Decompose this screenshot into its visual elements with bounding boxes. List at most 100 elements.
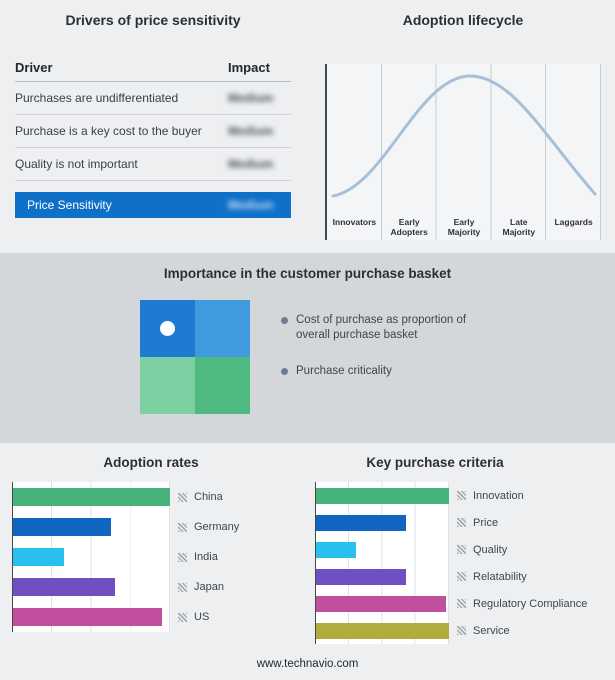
table-row: Purchases are undifferentiated Medium xyxy=(15,82,291,115)
driver-text: Purchase is a key cost to the buyer xyxy=(15,124,202,138)
hatch-icon xyxy=(178,492,187,502)
bar-label-text: Price xyxy=(473,516,499,529)
legend-item: Cost of purchase as proportion of overal… xyxy=(281,313,486,343)
bar-label-text: Quality xyxy=(473,543,508,556)
column-header-driver: Driver xyxy=(15,60,53,75)
bullet-icon xyxy=(281,368,288,376)
bar-india xyxy=(13,548,65,566)
impact-value-blurred: Medium xyxy=(228,91,274,105)
hatch-icon xyxy=(457,599,466,608)
impact-value-blurred: Medium xyxy=(228,157,274,171)
bell-curve xyxy=(331,74,597,198)
bar-china xyxy=(13,488,170,506)
price-sensitivity-label: Price Sensitivity xyxy=(27,198,112,212)
bar-label: Price xyxy=(457,517,587,529)
bar-regulatory-compliance xyxy=(316,595,446,612)
bar-label: US xyxy=(178,611,239,623)
bar-innovation xyxy=(316,487,449,504)
legend-item: Purchase criticality xyxy=(281,364,486,379)
matrix-quadrant-bottom-left xyxy=(140,357,195,414)
bullet-icon xyxy=(281,317,288,324)
bar-label: Regulatory Compliance xyxy=(457,598,587,610)
bar-quality xyxy=(316,541,356,558)
bar-label: India xyxy=(178,551,239,563)
basket-title: Importance in the customer purchase bask… xyxy=(163,266,452,281)
purchase-basket-panel: Importance in the customer purchase bask… xyxy=(0,253,615,443)
bar-label: Innovation xyxy=(457,490,587,502)
adoption-rates-labels: China Germany India Japan US xyxy=(178,482,239,632)
table-row: Quality is not important Medium xyxy=(15,148,291,181)
bar-label: Service xyxy=(457,625,587,637)
key-purchase-criteria-body: Innovation Price Quality Relatability Regula… xyxy=(315,482,605,644)
bar-label-text: India xyxy=(194,551,218,563)
hatch-icon xyxy=(457,545,466,554)
hatch-icon xyxy=(457,572,466,581)
legend-text: Cost of purchase as proportion of overal… xyxy=(296,314,467,342)
hatch-icon xyxy=(178,522,187,532)
lifecycle-stage-labels: Innovators Early Adopters Early Majority… xyxy=(327,217,601,237)
adoption-rates-body: China Germany India Japan US xyxy=(12,482,290,632)
hatch-icon xyxy=(178,612,187,622)
bar-germany xyxy=(13,518,112,536)
bar-label-text: Regulatory Compliance xyxy=(473,597,588,610)
bar-label: China xyxy=(178,491,239,503)
stage-label: Laggards xyxy=(554,216,593,227)
bar-label: Germany xyxy=(178,521,239,533)
key-purchase-criteria-labels: Innovation Price Quality Relatability Regula… xyxy=(457,482,587,644)
legend-text: Purchase criticality xyxy=(296,365,392,378)
adoption-rates-title: Adoption rates xyxy=(103,455,199,470)
bottom-charts-section: Adoption rates China Germany India Japan US … xyxy=(0,443,615,680)
bar-us xyxy=(13,608,163,626)
driver-text: Quality is not important xyxy=(15,157,138,171)
basket-matrix xyxy=(140,300,250,414)
key-purchase-criteria-plot xyxy=(315,482,449,644)
column-header-impact: Impact xyxy=(228,60,270,75)
hatch-icon xyxy=(457,626,466,635)
hatch-icon xyxy=(178,582,187,592)
key-purchase-criteria-title: Key purchase criteria xyxy=(366,455,504,470)
matrix-quadrant-top-right xyxy=(195,300,250,357)
adoption-rates-chart: Adoption rates China Germany India Japan US xyxy=(12,443,290,632)
bar-label: Relatability xyxy=(457,571,587,583)
stage-label: Innovators xyxy=(332,216,377,227)
driver-text: Purchases are undifferentiated xyxy=(15,91,179,105)
bar-label: Quality xyxy=(457,544,587,556)
key-purchase-criteria-chart: Key purchase criteria Innovation Price Qua… xyxy=(315,443,605,644)
matrix-quadrant-top-left xyxy=(140,300,195,357)
drivers-title: Drivers of price sensitivity xyxy=(65,12,241,28)
stage-label: Early Majority xyxy=(447,216,481,237)
stage-label: Late Majority xyxy=(502,216,536,237)
table-header-row: Driver Impact xyxy=(15,54,291,82)
table-row: Purchase is a key cost to the buyer Medi… xyxy=(15,115,291,148)
hatch-icon xyxy=(457,491,466,500)
hatch-icon xyxy=(178,552,187,562)
bar-label-text: Japan xyxy=(194,581,224,593)
bar-service xyxy=(316,622,449,639)
adoption-rates-plot xyxy=(12,482,170,632)
bar-japan xyxy=(13,578,116,596)
bar-label-text: US xyxy=(194,611,210,623)
drivers-panel: Drivers of price sensitivity Driver Impa… xyxy=(15,0,291,218)
bar-price xyxy=(316,514,406,531)
stage-label: Early Adopters xyxy=(390,216,428,237)
lifecycle-chart: Innovators Early Adopters Early Majority… xyxy=(325,64,601,240)
position-dot xyxy=(160,321,175,336)
bar-label-text: Innovation xyxy=(473,489,524,502)
bar-label-text: China xyxy=(194,491,223,503)
price-sensitivity-impact-blurred: Medium xyxy=(228,198,274,212)
basket-legend: Cost of purchase as proportion of overal… xyxy=(281,313,486,401)
drivers-table: Driver Impact Purchases are undifferenti… xyxy=(15,54,291,218)
price-sensitivity-row: Price Sensitivity Medium xyxy=(15,192,291,218)
lifecycle-panel: Adoption lifecycle Innovators Early Adop… xyxy=(325,0,601,240)
bar-label-text: Relatability xyxy=(473,570,527,583)
footer-url: www.technavio.com xyxy=(256,658,359,670)
lifecycle-title: Adoption lifecycle xyxy=(402,12,524,28)
matrix-quadrant-bottom-right xyxy=(195,357,250,414)
bar-label-text: Service xyxy=(473,624,510,637)
top-section: Drivers of price sensitivity Driver Impa… xyxy=(0,0,615,253)
bar-label: Japan xyxy=(178,581,239,593)
bar-relatability xyxy=(316,568,406,585)
hatch-icon xyxy=(457,518,466,527)
impact-value-blurred: Medium xyxy=(228,124,274,138)
